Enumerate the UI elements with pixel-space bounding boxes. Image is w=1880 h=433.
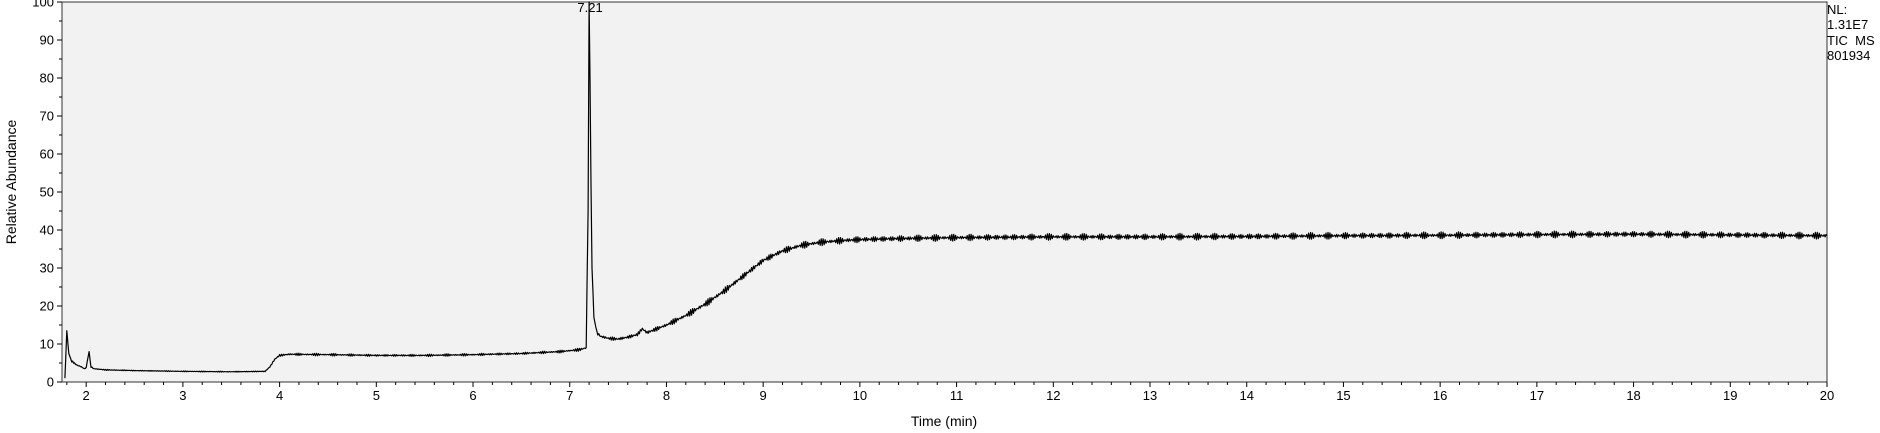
info-line-nl: NL: [1827,2,1848,17]
y-tick-label: 80 [40,71,54,86]
x-tick-label: 8 [663,388,670,403]
y-tick-label: 50 [40,185,54,200]
y-axis-title: Relative Abundance [3,120,19,245]
x-tick-label: 17 [1530,388,1544,403]
x-tick-label: 5 [373,388,380,403]
x-tick-label: 16 [1433,388,1447,403]
y-tick-label: 30 [40,261,54,276]
plot-area [61,1,1828,383]
y-axis: 0 10 20 30 40 50 60 70 80 90 100 [32,0,62,390]
x-tick-label: 9 [760,388,767,403]
y-tick-label: 60 [40,147,54,162]
x-tick-label: 19 [1723,388,1737,403]
info-line-tic-ms: TIC MS [1827,33,1875,48]
x-tick-label: 3 [179,388,186,403]
y-tick-label: 40 [40,223,54,238]
x-axis-title: Time (min) [911,413,977,429]
y-tick-label: 10 [40,337,54,352]
y-tick-label: 70 [40,109,54,124]
info-line-scale: 1.31E7 [1827,17,1869,32]
info-line-scan-id: 801934 [1827,48,1871,63]
tic-trace-line [64,1,1828,379]
x-tick-label: 12 [1046,388,1060,403]
x-tick-label: 14 [1239,388,1253,403]
x-tick-label: 4 [276,388,283,403]
x-tick-label: 15 [1336,388,1350,403]
x-tick-label: 13 [1143,388,1157,403]
peak-annotation-label: 7.21 [577,0,602,15]
y-tick-label: 20 [40,299,54,314]
x-tick-label: 11 [950,388,964,403]
x-axis: 2 3 4 5 6 7 8 9 10 11 12 13 14 15 16 17 18 19 20 [66,382,1834,403]
x-tick-label: 7 [566,388,573,403]
y-tick-label: 90 [40,33,54,48]
x-tick-label: 10 [853,388,867,403]
y-tick-label: 0 [47,375,54,390]
x-tick-label: 18 [1626,388,1640,403]
x-tick-label: 6 [469,388,476,403]
x-tick-label: 20 [1820,388,1834,403]
y-tick-label: 100 [32,0,54,10]
x-tick-label: 2 [83,388,90,403]
